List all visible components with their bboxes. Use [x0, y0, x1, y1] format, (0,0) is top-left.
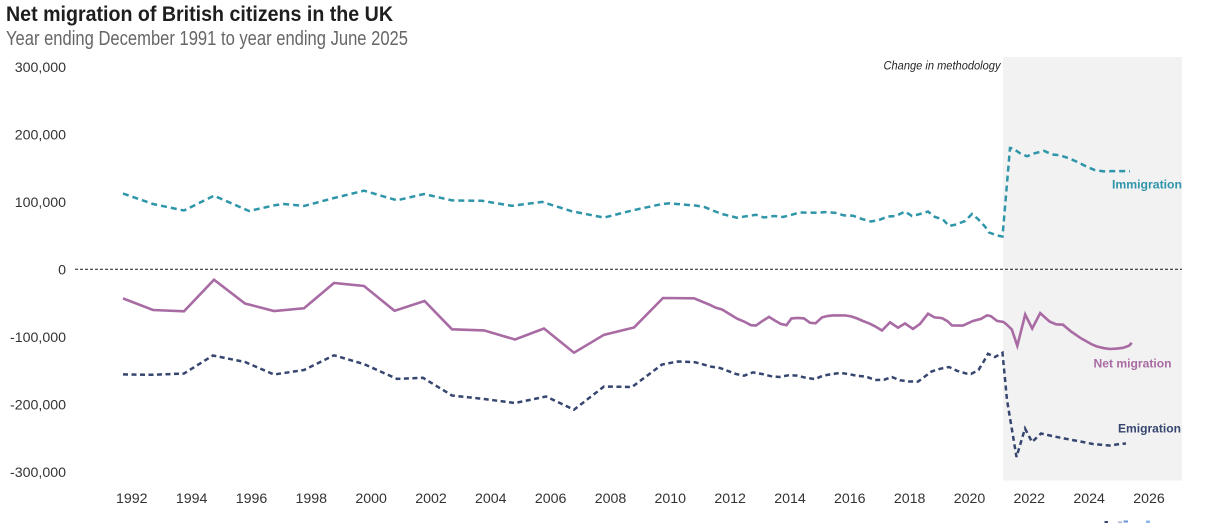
svg-text:Emigration: Emigration — [1118, 424, 1181, 436]
svg-text:2012: 2012 — [714, 491, 746, 507]
svg-text:1996: 1996 — [236, 491, 268, 507]
svg-text:-200,000: -200,000 — [10, 398, 66, 414]
svg-text:200,000: 200,000 — [15, 128, 66, 144]
svg-text:2026: 2026 — [1133, 491, 1165, 507]
svg-text:2008: 2008 — [595, 491, 627, 507]
svg-text:1998: 1998 — [296, 491, 328, 507]
svg-text:2014: 2014 — [774, 491, 806, 507]
svg-text:1992: 1992 — [116, 491, 148, 507]
svg-text:2016: 2016 — [834, 491, 866, 507]
svg-text:-300,000: -300,000 — [10, 465, 66, 481]
svg-text:2022: 2022 — [1014, 491, 1046, 507]
svg-text:2018: 2018 — [894, 491, 926, 507]
svg-text:1994: 1994 — [176, 491, 208, 507]
svg-text:2020: 2020 — [954, 491, 986, 507]
svg-text:Change in methodology: Change in methodology — [884, 61, 1002, 73]
svg-text:2010: 2010 — [655, 491, 687, 507]
svg-text:Year ending December 1991 to y: Year ending December 1991 to year ending… — [6, 28, 408, 50]
svg-text:Immigration: Immigration — [1112, 180, 1182, 192]
svg-text:0: 0 — [58, 263, 66, 279]
svg-text:2004: 2004 — [475, 491, 507, 507]
svg-text:-100,000: -100,000 — [10, 330, 66, 346]
svg-text:2000: 2000 — [355, 491, 387, 507]
svg-text:300,000: 300,000 — [15, 60, 66, 76]
svg-text:100,000: 100,000 — [15, 195, 66, 211]
svg-text:2024: 2024 — [1073, 491, 1105, 507]
svg-text:2006: 2006 — [535, 491, 567, 507]
svg-text:2002: 2002 — [415, 491, 447, 507]
svg-text:Net migration of British citiz: Net migration of British citizens in the… — [6, 2, 393, 26]
svg-text:Net migration: Net migration — [1094, 359, 1172, 371]
